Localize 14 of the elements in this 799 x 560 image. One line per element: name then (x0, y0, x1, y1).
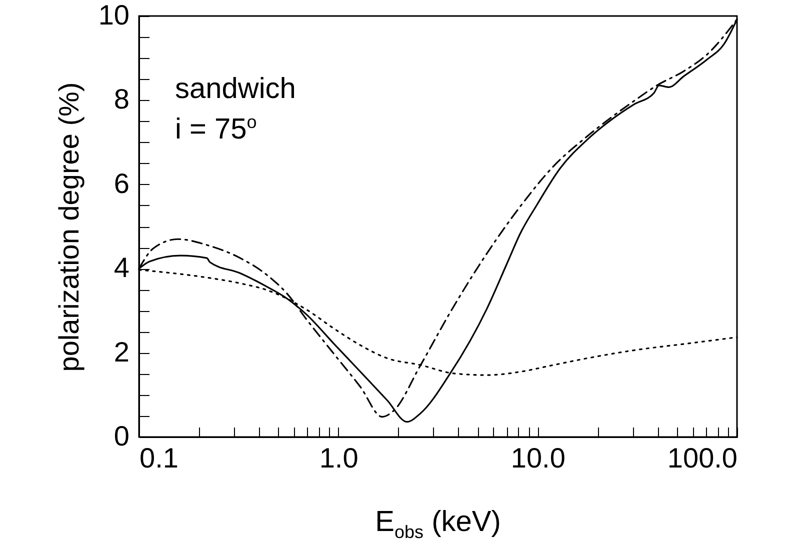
y-axis-title: polarization degree (%) (53, 82, 84, 372)
annotation: i = 75$^{o}$ (175, 112, 257, 146)
y-tick-label: 4 (114, 252, 130, 284)
x-tick-label: 100.0 (667, 442, 738, 474)
annotation: sandwich (175, 73, 296, 105)
y-tick-label: 8 (114, 84, 130, 115)
y-tick-label: 2 (114, 336, 130, 368)
y-tick-label: 10 (98, 0, 130, 30)
x-tick-label: 0.1 (140, 442, 178, 474)
x-axis-title: E$_{obs}$ (keV) (374, 506, 502, 542)
x-tick-label: 1.0 (319, 442, 358, 474)
y-tick-label: 0 (114, 420, 130, 452)
x-tick-label: 10.0 (510, 442, 566, 474)
y-tick-label: 6 (114, 168, 130, 199)
